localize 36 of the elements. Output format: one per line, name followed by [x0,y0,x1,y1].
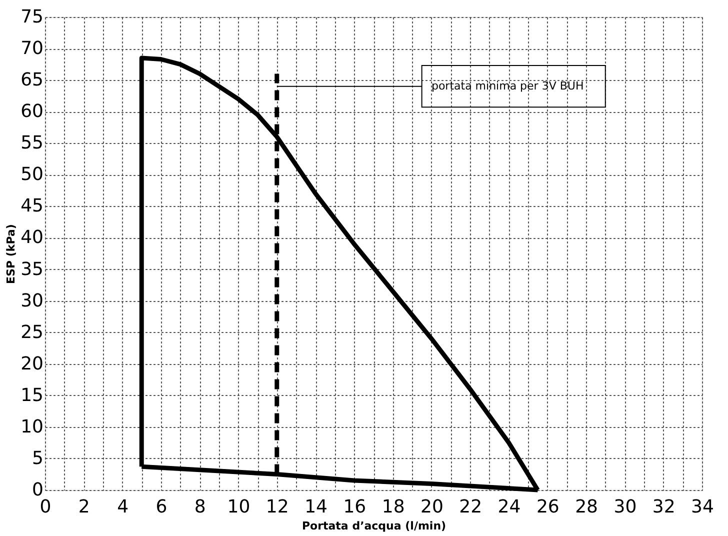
x-tick-label: 8 [194,496,206,518]
x-tick-label: 14 [304,496,328,518]
x-tick-label: 12 [266,496,289,518]
x-tick-label: 22 [459,496,482,518]
y-tick-label: 40 [20,227,44,248]
x-tick-label: 32 [652,496,676,518]
x-tick-label: 24 [498,496,521,518]
y-tick-label: 45 [20,196,44,217]
y-tick-label: 60 [20,101,44,122]
y-tick-label: 5 [32,448,44,469]
x-tick-label: 6 [156,496,168,518]
x-tick-label: 20 [420,496,444,518]
x-tick-label: 30 [614,496,637,518]
y-tick-label: 10 [20,416,44,438]
y-tick-label: 15 [20,384,44,406]
annotation: portata minima per 3V BUH [431,79,584,92]
x-axis-title: Portata d’acqua (l/min) [302,520,446,532]
x-tick-label: 26 [536,496,560,518]
x-tick-label: 2 [78,496,90,518]
y-tick-label: 20 [20,353,44,374]
x-tick-label: 18 [382,496,405,518]
y-axis-title: ESP (kPa) [4,224,18,284]
y-tick-label: 50 [20,164,44,186]
x-tick-label: 4 [117,496,129,518]
y-tick-label: 30 [20,290,44,312]
x-tick-label: 16 [343,496,366,518]
y-tick-label: 75 [20,6,44,28]
y-tick-label: 35 [20,258,44,280]
x-tick-label: 10 [227,496,250,518]
y-tick-label: 0 [32,480,44,500]
y-tick-label: 55 [20,132,44,154]
x-tick-label: 34 [691,496,714,518]
y-tick-label: 70 [20,38,44,60]
x-tick-label: 28 [575,496,598,518]
y-tick-label: 25 [20,322,44,343]
y-tick-label: 65 [20,70,44,91]
